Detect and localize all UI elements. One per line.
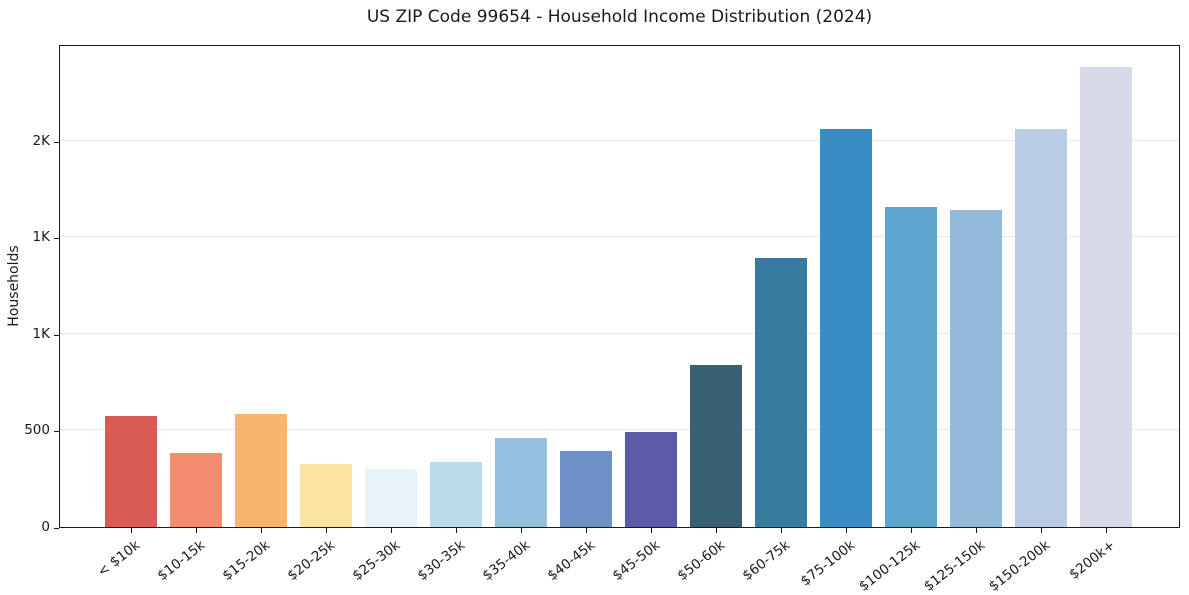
- x-tick-label: $15-20k: [219, 537, 274, 585]
- x-tick-label: $40-45k: [544, 537, 599, 585]
- bar-35-40k: [495, 438, 547, 527]
- x-tick-label: $50-60k: [674, 537, 729, 585]
- bar-10-15k: [170, 452, 222, 527]
- x-tick-label: < $10k: [94, 537, 144, 581]
- x-tick-label: $100-125k: [855, 537, 924, 595]
- x-tick-mark: [651, 528, 652, 533]
- bar-30-35k: [430, 462, 482, 527]
- x-tick-label: $30-35k: [414, 537, 469, 585]
- y-tick-label: 500: [24, 422, 50, 438]
- bar-50-60k: [690, 364, 742, 527]
- bar-15-20k: [235, 414, 287, 527]
- y-tick-label: 1K: [32, 326, 50, 342]
- bar-125-150k: [950, 210, 1002, 527]
- x-tick-label: $10-15k: [154, 537, 209, 585]
- gridline-2000: [60, 139, 1179, 141]
- gridline-1500: [60, 236, 1179, 238]
- gridline-500: [60, 429, 1179, 431]
- y-tick-label: 2K: [32, 133, 50, 149]
- x-tick-mark: [326, 528, 327, 533]
- x-tick-mark: [846, 528, 847, 533]
- x-tick-mark: [196, 528, 197, 533]
- x-tick-mark: [976, 528, 977, 533]
- y-tick-mark: [54, 528, 59, 529]
- x-tick-mark: [781, 528, 782, 533]
- y-axis-label: Households: [6, 245, 22, 327]
- bar-200k: [1080, 67, 1132, 527]
- x-tick-label: $25-30k: [349, 537, 404, 585]
- x-tick-mark: [456, 528, 457, 533]
- bar-150-200k: [1015, 129, 1067, 527]
- x-tick-label: $20-25k: [284, 537, 339, 585]
- x-tick-mark: [261, 528, 262, 533]
- x-tick-mark: [521, 528, 522, 533]
- bar-40-45k: [560, 450, 612, 527]
- x-tick-mark: [1106, 528, 1107, 533]
- x-tick-mark: [391, 528, 392, 533]
- plot-area: [59, 45, 1180, 528]
- y-tick-mark: [54, 431, 59, 432]
- y-tick-mark: [54, 142, 59, 143]
- gridline-1000: [60, 332, 1179, 334]
- bar-60-75k: [755, 257, 807, 527]
- x-tick-mark: [1041, 528, 1042, 533]
- y-tick-mark: [54, 238, 59, 239]
- bar-75-100k: [820, 129, 872, 527]
- x-tick-mark: [131, 528, 132, 533]
- x-tick-label: $45-50k: [609, 537, 664, 585]
- x-tick-label: $200k+: [1066, 537, 1119, 583]
- bar-25-30k: [365, 469, 417, 527]
- x-tick-mark: [716, 528, 717, 533]
- y-tick-label: 0: [41, 519, 50, 535]
- x-tick-label: $75-100k: [797, 537, 859, 590]
- y-tick-mark: [54, 335, 59, 336]
- x-tick-label: $150-200k: [985, 537, 1054, 595]
- bar-10k: [105, 415, 157, 527]
- x-tick-label: $35-40k: [479, 537, 534, 585]
- x-tick-label: $60-75k: [739, 537, 794, 585]
- x-tick-mark: [586, 528, 587, 533]
- x-tick-label: $125-150k: [920, 537, 989, 595]
- chart-title: US ZIP Code 99654 - Household Income Dis…: [366, 7, 873, 27]
- y-tick-label: 1K: [32, 229, 50, 245]
- bar-20-25k: [300, 464, 352, 527]
- x-tick-mark: [911, 528, 912, 533]
- bar-45-50k: [625, 432, 677, 527]
- bar-100-125k: [885, 207, 937, 527]
